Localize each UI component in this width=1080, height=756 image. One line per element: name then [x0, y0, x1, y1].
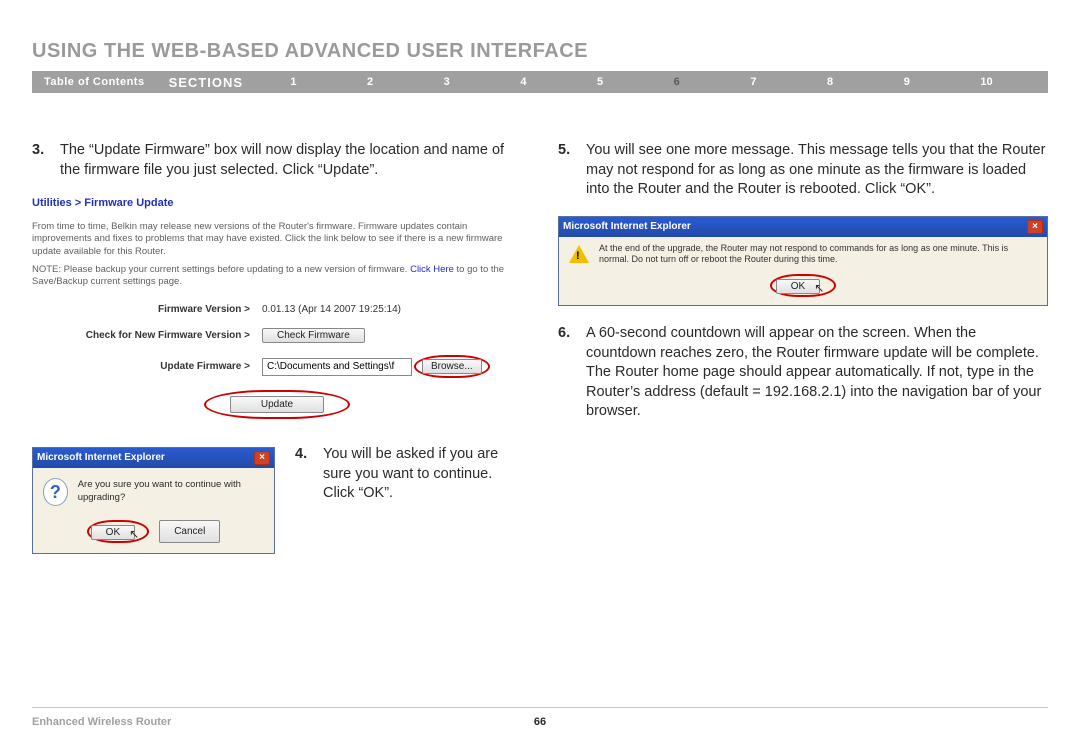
step-text: You will be asked if you are sure you wa… — [323, 445, 522, 504]
warning-icon — [569, 245, 589, 263]
firmware-version-value: 0.01.13 (Apr 14 2007 19:25:14) — [262, 303, 401, 317]
section-link[interactable]: 7 — [750, 76, 756, 88]
dialog-message: Are you sure you want to continue with u… — [78, 479, 264, 505]
firmware-path-input[interactable] — [262, 358, 412, 376]
browse-button[interactable]: Browse... — [422, 359, 482, 374]
firmware-description: From time to time, Belkin may release ne… — [32, 221, 522, 258]
section-numbers: 1 2 3 4 5 6 7 8 9 10 — [255, 76, 1048, 88]
info-dialog: Microsoft Internet Explorer × At the end… — [558, 216, 1048, 306]
close-icon[interactable]: × — [254, 451, 270, 465]
firmware-update-panel: Utilities > Firmware Update From time to… — [32, 196, 522, 419]
section-navbar: Table of Contents SECTIONS 1 2 3 4 5 6 7… — [32, 71, 1048, 93]
step-6: 6. A 60-second countdown will appear on … — [558, 324, 1048, 422]
page-title: USING THE WEB-BASED ADVANCED USER INTERF… — [32, 40, 1048, 63]
dialog-title: Microsoft Internet Explorer — [563, 220, 691, 234]
update-button[interactable]: Update — [230, 396, 324, 413]
step-5: 5. You will see one more message. This m… — [558, 141, 1048, 200]
step-3: 3. The “Update Firmware” box will now di… — [32, 141, 522, 180]
page-footer: Enhanced Wireless Router 66 — [32, 707, 1048, 728]
breadcrumb: Utilities > Firmware Update — [32, 196, 522, 211]
product-name: Enhanced Wireless Router — [32, 716, 171, 728]
highlight-circle: Browse... — [414, 355, 490, 378]
highlight-circle: OK↖ — [770, 274, 837, 297]
highlight-circle: Update — [204, 390, 350, 419]
dialog-message: At the end of the upgrade, the Router ma… — [599, 243, 1037, 266]
section-link[interactable]: 3 — [444, 76, 450, 88]
note-prefix: NOTE: Please backup your current setting… — [32, 264, 407, 275]
toc-label[interactable]: Table of Contents — [32, 76, 157, 88]
right-column: 5. You will see one more message. This m… — [558, 141, 1048, 554]
sections-label: SECTIONS — [157, 75, 255, 90]
cancel-button[interactable]: Cancel — [159, 520, 220, 543]
check-firmware-label: Check for New Firmware Version > — [32, 329, 262, 343]
cursor-icon: ↖ — [129, 527, 139, 541]
step-text: You will see one more message. This mess… — [586, 141, 1048, 200]
section-link-active[interactable]: 6 — [674, 76, 680, 88]
question-icon: ? — [43, 478, 68, 506]
cursor-icon: ↖ — [814, 281, 824, 295]
section-link[interactable]: 9 — [904, 76, 910, 88]
highlight-circle: OK↖ — [87, 520, 150, 543]
section-link[interactable]: 4 — [520, 76, 526, 88]
update-firmware-label: Update Firmware > — [32, 360, 262, 374]
confirm-dialog: Microsoft Internet Explorer × ? Are you … — [32, 447, 275, 554]
section-link[interactable]: 5 — [597, 76, 603, 88]
left-column: 3. The “Update Firmware” box will now di… — [32, 141, 522, 554]
section-link[interactable]: 2 — [367, 76, 373, 88]
step-number: 5. — [558, 141, 586, 200]
firmware-note: NOTE: Please backup your current setting… — [32, 264, 522, 289]
section-link[interactable]: 10 — [980, 76, 992, 88]
page-number: 66 — [534, 716, 546, 728]
step-4: 4. You will be asked if you are sure you… — [295, 445, 522, 504]
step-number: 6. — [558, 324, 586, 422]
section-link[interactable]: 1 — [290, 76, 296, 88]
section-link[interactable]: 8 — [827, 76, 833, 88]
check-firmware-button[interactable]: Check Firmware — [262, 328, 365, 343]
click-here-link[interactable]: Click Here — [410, 264, 454, 275]
step-number: 4. — [295, 445, 323, 504]
firmware-version-label: Firmware Version > — [32, 303, 262, 317]
close-icon[interactable]: × — [1027, 220, 1043, 234]
step-text: A 60-second countdown will appear on the… — [586, 324, 1048, 422]
step-text: The “Update Firmware” box will now displ… — [60, 141, 522, 180]
dialog-title: Microsoft Internet Explorer — [37, 451, 165, 465]
step-number: 3. — [32, 141, 60, 180]
